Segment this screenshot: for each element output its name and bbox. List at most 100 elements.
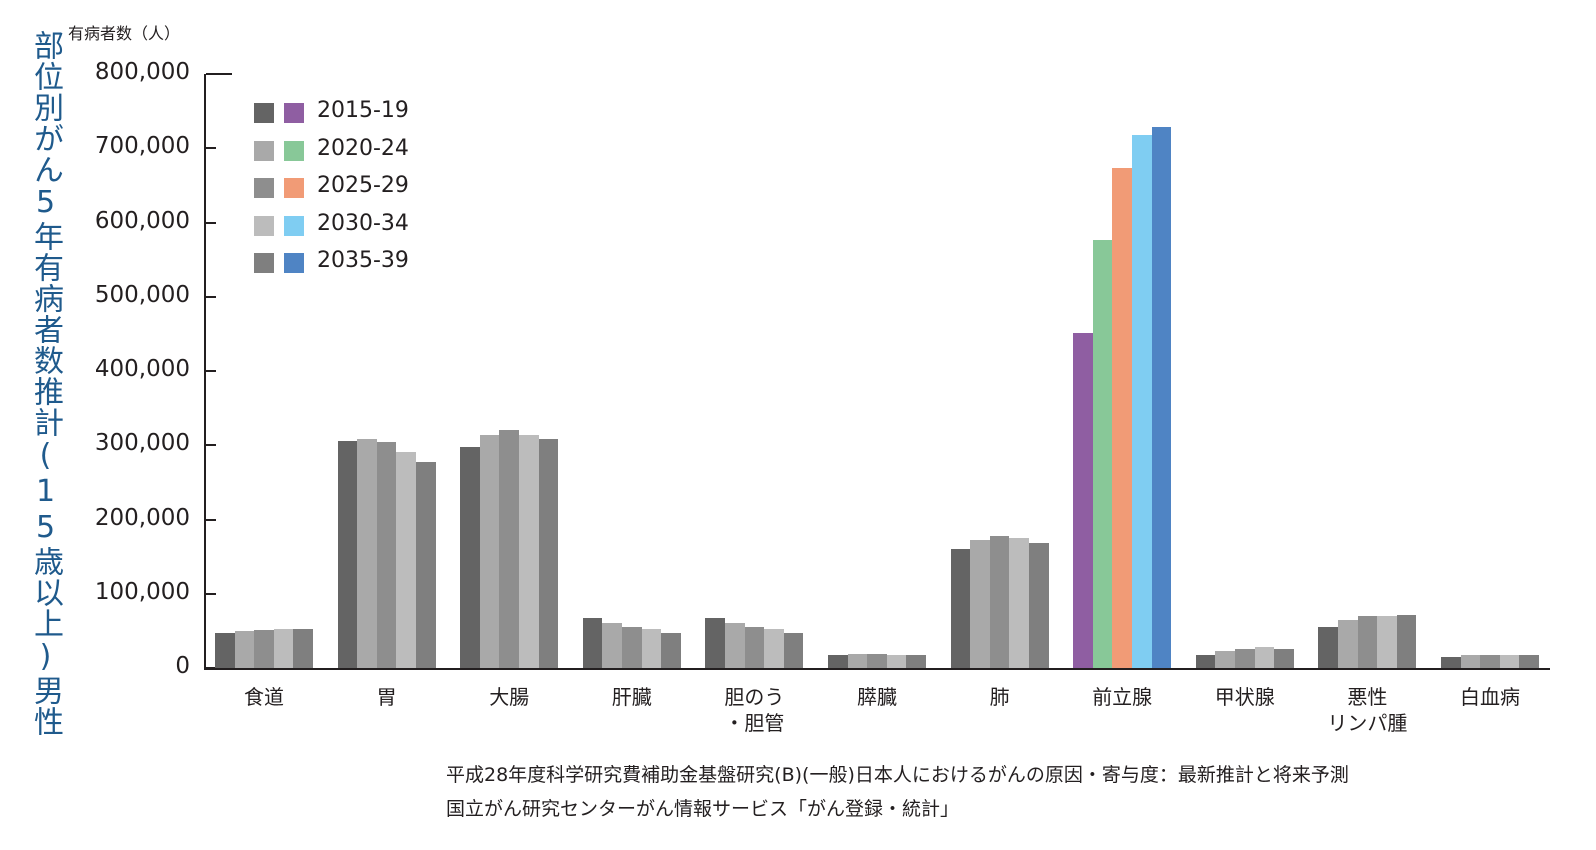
legend-swatch-gray [254,178,274,198]
source-line-2: 国立がん研究センターがん情報サービス「がん登録・統計」 [446,798,960,820]
category-label-line: 甲状腺 [1214,685,1275,709]
category-label-line: 前立腺 [1092,685,1153,709]
category-label: 大腸 [449,684,569,710]
bar [1151,127,1172,668]
bar [641,629,662,668]
legend-swatch-color [284,215,304,236]
y-tick-mark [206,667,216,669]
bar [337,440,358,668]
y-tick-mark [206,518,216,521]
bar [582,617,603,668]
category-label: 悪性 リンパ腫 [1307,684,1427,736]
bar [989,535,1010,668]
y-tick-label: 700,000 [94,133,190,160]
bar [1499,654,1520,668]
bar [1274,648,1294,668]
bar [460,446,480,668]
bar [744,627,765,668]
bar [783,633,804,668]
y-tick-label: 300,000 [94,430,190,457]
x-axis-line [204,668,1550,670]
bar [1357,616,1378,668]
bar [1338,619,1358,668]
category-label-line: 大腸 [489,685,530,709]
y-tick-label: 800,000 [94,59,190,85]
y-axis-unit-label: 有病者数（人） [68,24,181,43]
bar [847,653,868,668]
bar [254,630,274,668]
bar [725,623,745,668]
y-tick-mark [206,295,216,298]
y-tick-label: 100,000 [94,578,190,605]
bar [1112,168,1132,668]
bar [906,655,926,668]
bar [1377,616,1397,668]
legend-swatch-color [284,140,304,161]
category-label-line: ・胆管 [724,711,785,735]
category-label: 胃 [327,684,447,710]
y-tick-mark [206,370,216,372]
bar [1480,654,1500,668]
bar [499,430,519,668]
category-label-line: 食道 [244,685,284,709]
bar [622,627,642,668]
category-label-line: 悪性 [1347,685,1388,709]
legend-swatch-gray [254,215,274,236]
bar [479,434,500,668]
category-label: 甲状腺 [1185,684,1305,710]
bar [416,461,436,668]
legend-label: 2035-39 [317,248,409,273]
bar [1195,654,1216,668]
category-label-line: 肺 [989,685,1010,709]
legend-label: 2020-24 [317,135,409,161]
category-label-line: 肝臓 [611,685,652,709]
category-label: 食道 [204,684,324,710]
legend-label: 2015-19 [317,98,409,123]
legend-swatch-color [284,103,304,123]
category-label-line: 胆のう [724,685,785,709]
category-label: 前立腺 [1062,684,1182,710]
y-tick-label: 500,000 [94,281,190,308]
bar [1254,647,1275,668]
bar [828,654,848,668]
source-line-1: 平成28年度科学研究費補助金基盤研究(B)(一般)日本人におけるがんの原因・寄与… [446,764,1349,786]
bar [357,438,377,668]
bar [1519,654,1539,668]
legend-swatch-color [284,178,304,198]
bar [705,617,725,668]
bar [1073,333,1093,668]
category-label-line: 白血病 [1460,685,1520,709]
bar [1009,538,1029,668]
bar [538,438,559,668]
legend-swatch-color [284,253,304,273]
bar [661,633,681,668]
bar [1029,543,1049,668]
y-tick-label: 400,000 [94,356,190,382]
y-tick-mark [206,221,216,224]
bar [886,654,907,668]
category-label: 肺 [940,684,1060,710]
bar [1215,650,1235,668]
bar [234,630,255,668]
bar [1132,134,1152,668]
bar [1318,627,1338,668]
y-axis-line [204,74,206,670]
bar [1092,239,1113,668]
y-tick-label: 600,000 [94,207,190,234]
legend-label: 2025-29 [317,173,409,198]
bar [1441,656,1461,668]
legend-swatch-gray [254,140,274,161]
bar [273,629,294,668]
y-tick-mark [206,592,216,595]
bar [867,653,887,668]
y-tick-mark [206,147,216,150]
bar [602,623,622,668]
legend-swatch-gray [254,253,274,273]
chart-vertical-title: 部位別がん5年有病者数推計(15歳以上)男性 [28,30,63,737]
bar [396,451,416,668]
bar [1460,654,1481,668]
y-tick-label: 0 [175,653,190,679]
y-tick-mark [206,73,232,75]
category-label-line: 膵臓 [857,685,897,709]
category-label-line: リンパ腫 [1327,711,1408,735]
